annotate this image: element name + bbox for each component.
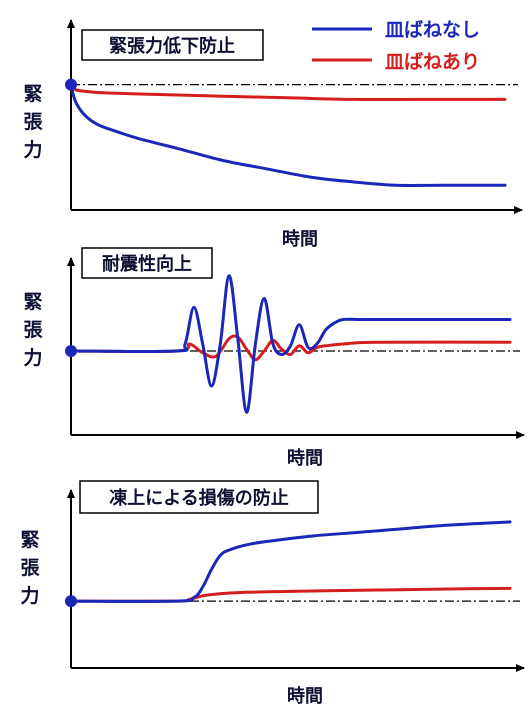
y-axis-label: 緊張力 <box>23 83 43 161</box>
y-axis-label-char: 緊 <box>23 291 42 313</box>
legend-entry-with-spring: 皿ばねあり <box>312 51 480 73</box>
y-axis-label-char: 張 <box>23 319 43 341</box>
x-axis-label: 時間 <box>287 686 323 707</box>
y-axis-label: 緊張力 <box>20 529 40 607</box>
start-point-marker <box>65 595 77 608</box>
legend: 皿ばねなし 皿ばねあり <box>312 19 480 73</box>
series-line-with-spring <box>69 334 512 362</box>
legend-label-with-spring: 皿ばねあり <box>385 51 480 73</box>
panel-title-box <box>81 247 213 279</box>
chart-panel-frost-heave: 凍上による損傷の防止 緊張力 時間 <box>20 480 525 707</box>
y-axis-label-char: 緊 <box>20 529 39 551</box>
legend-label-without-spring: 皿ばねなし <box>385 19 480 41</box>
x-axis-label: 時間 <box>287 448 323 469</box>
panel-title: 耐震性向上 <box>102 253 192 275</box>
series-line-without-spring <box>69 83 507 188</box>
panel-title: 凍上による損傷の防止 <box>109 487 288 509</box>
y-axis-label-char: 張 <box>20 557 40 579</box>
panel-title-box <box>81 29 264 61</box>
start-point-marker <box>65 345 77 357</box>
y-axis-label-char: 力 <box>23 346 42 369</box>
legend-entry-without-spring: 皿ばねなし <box>312 19 480 41</box>
y-axis-label-char: 張 <box>23 111 43 133</box>
series-line-with-spring <box>69 586 512 603</box>
y-axis-label: 緊張力 <box>23 291 43 369</box>
chart-panel-tension-loss: 緊張力低下防止 緊張力 時間 <box>23 19 523 250</box>
y-axis-label-char: 緊 <box>23 83 42 105</box>
panel-title-box <box>79 480 319 514</box>
series-line-without-spring <box>69 520 512 603</box>
series-line-without-spring <box>69 274 512 414</box>
chart-panel-seismic: 耐震性向上 緊張力 時間 <box>23 247 525 469</box>
panel-title: 緊張力低下防止 <box>109 35 235 57</box>
series-line-with-spring <box>69 83 507 102</box>
x-axis-label: 時間 <box>282 229 318 250</box>
start-point-marker <box>65 78 77 91</box>
y-axis-label-char: 力 <box>20 584 39 607</box>
y-axis-label-char: 力 <box>23 138 42 161</box>
